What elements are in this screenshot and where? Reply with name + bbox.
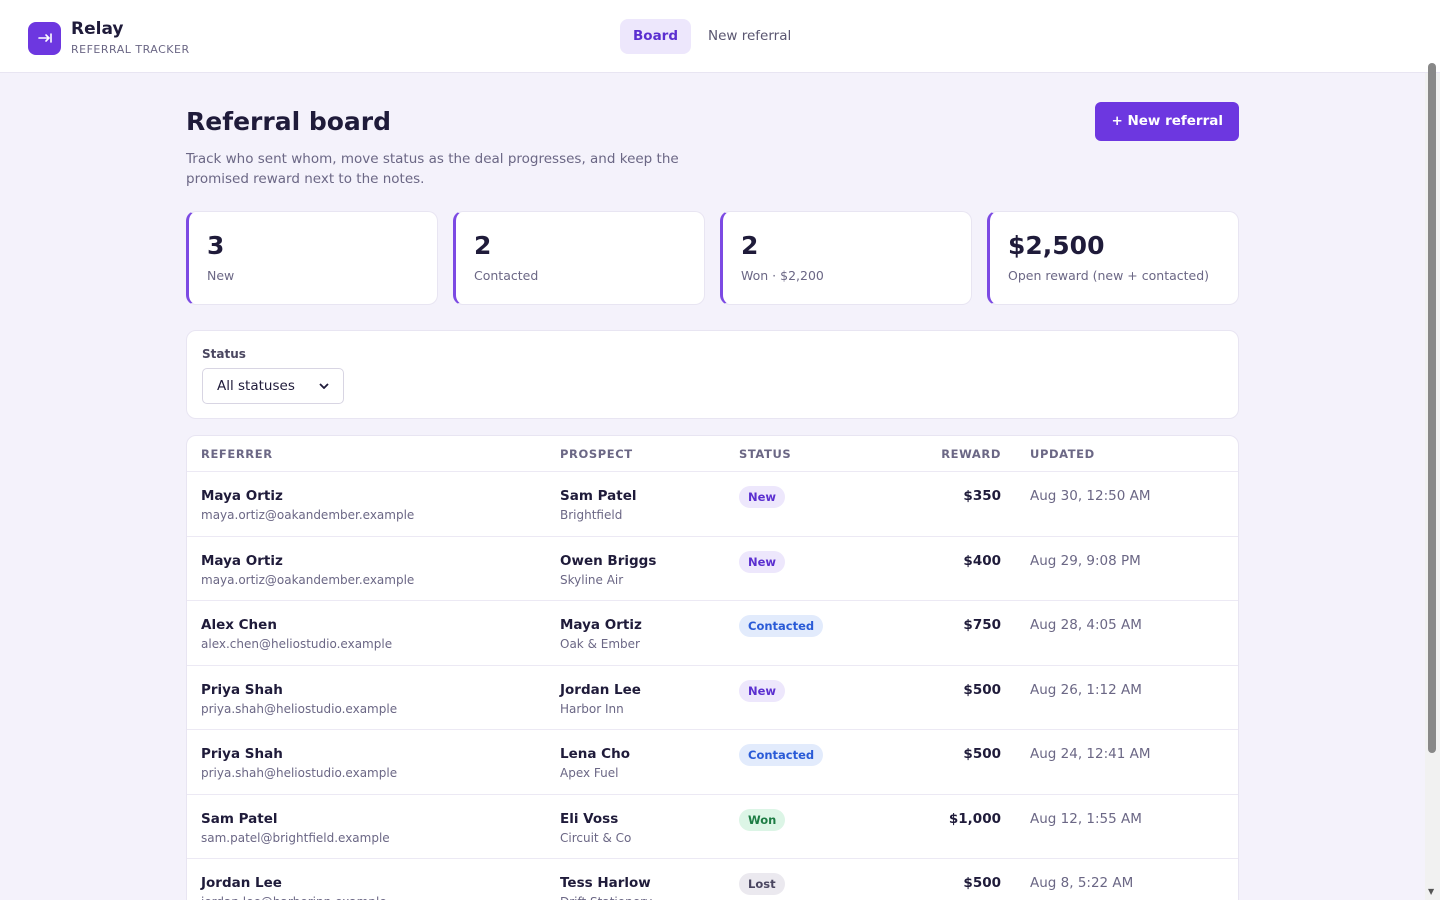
col-status[interactable]: STATUS <box>739 447 792 461</box>
referrer-name: Jordan Lee <box>201 875 282 891</box>
stat-card-new: 3 New <box>186 211 438 305</box>
new-referral-button[interactable]: + New referral <box>1095 102 1239 141</box>
table-row[interactable]: Alex Chen alex.chen@heliostudio.example Ma… <box>187 601 1238 666</box>
col-reward[interactable]: REWARD <box>941 447 1001 461</box>
prospect-name: Owen Briggs <box>560 552 657 569</box>
referrer-email: priya.shah@heliostudio.example <box>201 766 398 780</box>
page-scrollbar[interactable]: ▼ <box>1425 63 1440 900</box>
prospect-name: Tess Harlow <box>560 875 651 891</box>
reward-amount: $350 <box>963 488 1001 504</box>
stat-value: 3 <box>207 231 225 260</box>
updated-time: Aug 8, 5:22 AM <box>1030 875 1134 891</box>
prospect-name: Maya Ortiz <box>560 617 642 633</box>
referrer-email: sam.patel@brightfield.example <box>201 830 390 845</box>
referrer-email: alex.chen@heliostudio.example <box>201 637 393 651</box>
updated-time: Aug 12, 1:55 AM <box>1030 810 1142 827</box>
table-body: Maya Ortiz maya.ortiz@oakandember.example… <box>187 472 1238 900</box>
status-badge[interactable]: Contacted <box>739 744 824 766</box>
status-badge[interactable]: New <box>739 550 786 573</box>
status-badge[interactable]: Lost <box>739 873 785 895</box>
prospect-name: Sam Patel <box>560 488 637 504</box>
col-updated[interactable]: UPDATED <box>1030 447 1095 461</box>
prospect-company: Brightfield <box>560 508 623 522</box>
referrer-name: Priya Shah <box>201 681 283 698</box>
prospect-company: Oak & Ember <box>560 637 640 651</box>
referrer-name: Maya Ortiz <box>201 552 283 569</box>
tab-new-referral[interactable]: New referral <box>708 28 792 44</box>
reward-amount: $750 <box>963 617 1001 633</box>
stat-label: Open reward (new + contacted) <box>1008 268 1210 283</box>
col-referrer[interactable]: REFERRER <box>201 447 273 461</box>
stat-card-contacted: 2 Contacted <box>453 211 705 305</box>
prospect-company: Apex Fuel <box>560 766 619 780</box>
referrals-table: REFERRER PROSPECT STATUS REWARD UPDATED … <box>186 435 1239 900</box>
stat-label: Won · $2,200 <box>741 268 824 283</box>
reward-amount: $400 <box>963 552 1001 569</box>
referrer-name: Priya Shah <box>201 746 283 762</box>
prospect-company: Drift Stationery <box>560 895 652 900</box>
reward-amount: $1,000 <box>948 810 1001 827</box>
tab-board[interactable]: Board <box>620 19 691 54</box>
prospect-name: Jordan Lee <box>560 681 641 698</box>
scroll-down-icon[interactable]: ▼ <box>1428 887 1435 896</box>
filter-panel: Status All statuses <box>186 330 1239 419</box>
col-prospect[interactable]: PROSPECT <box>560 447 633 461</box>
prospect-name: Eli Voss <box>560 810 619 827</box>
reward-amount: $500 <box>963 746 1001 762</box>
brand-subtitle: REFERRAL TRACKER <box>71 43 190 56</box>
status-filter-value: All statuses <box>217 378 295 394</box>
table-row[interactable]: Jordan Lee jordan.lee@harborinn.example Te… <box>187 859 1238 900</box>
table-row[interactable]: Priya Shah priya.shah@heliostudio.example… <box>187 666 1238 730</box>
table-row[interactable]: Maya Ortiz maya.ortiz@oakandember.example… <box>187 537 1238 601</box>
status-filter-label: Status <box>202 347 246 361</box>
reward-amount: $500 <box>963 875 1001 891</box>
referrer-name: Alex Chen <box>201 617 277 633</box>
referrer-email: jordan.lee@harborinn.example <box>201 895 387 900</box>
updated-time: Aug 30, 12:50 AM <box>1030 488 1151 504</box>
referrer-email: maya.ortiz@oakandember.example <box>201 508 415 522</box>
reward-amount: $500 <box>963 681 1001 698</box>
referrer-email: maya.ortiz@oakandember.example <box>201 572 415 587</box>
stat-card-won: 2 Won · $2,200 <box>720 211 972 305</box>
prospect-company: Skyline Air <box>560 572 624 587</box>
stat-value: $2,500 <box>1008 231 1105 260</box>
scroll-thumb[interactable] <box>1428 63 1436 753</box>
table-header: REFERRER PROSPECT STATUS REWARD UPDATED <box>187 436 1238 472</box>
status-badge[interactable]: New <box>739 486 786 508</box>
status-filter-select[interactable]: All statuses <box>202 368 344 404</box>
stat-value: 2 <box>474 231 492 260</box>
referrer-name: Sam Patel <box>201 810 278 827</box>
arrow-right-icon <box>28 21 61 55</box>
chevron-down-icon <box>319 381 329 392</box>
table-row[interactable]: Maya Ortiz maya.ortiz@oakandember.example… <box>187 472 1238 537</box>
stat-card-open-reward: $2,500 Open reward (new + contacted) <box>987 211 1239 305</box>
table-row[interactable]: Priya Shah priya.shah@heliostudio.example… <box>187 730 1238 795</box>
updated-time: Aug 24, 12:41 AM <box>1030 746 1151 762</box>
stats-row: 3 New 2 Contacted 2 Won · $2,200 $2,500 … <box>186 211 1239 305</box>
table-row[interactable]: Sam Patel sam.patel@brightfield.example El… <box>187 795 1238 859</box>
status-badge[interactable]: Won <box>739 808 786 831</box>
stat-label: Contacted <box>474 268 539 283</box>
page-title: Referral board <box>186 107 392 136</box>
top-bar: Relay REFERRAL TRACKER Board New referra… <box>0 0 1440 73</box>
referrer-name: Maya Ortiz <box>201 488 283 504</box>
referrer-email: priya.shah@heliostudio.example <box>201 701 398 716</box>
brand-name: Relay <box>71 19 124 39</box>
main-nav: Board New referral <box>620 19 808 54</box>
stat-value: 2 <box>741 231 759 260</box>
updated-time: Aug 26, 1:12 AM <box>1030 681 1142 698</box>
brand[interactable]: Relay REFERRAL TRACKER <box>28 20 190 56</box>
updated-time: Aug 28, 4:05 AM <box>1030 617 1142 633</box>
status-badge[interactable]: New <box>739 679 786 702</box>
updated-time: Aug 29, 9:08 PM <box>1030 552 1141 569</box>
prospect-name: Lena Cho <box>560 746 630 762</box>
prospect-company: Harbor Inn <box>560 701 624 716</box>
page-description: Track who sent whom, move status as the … <box>186 151 679 187</box>
stat-label: New <box>207 268 235 283</box>
status-badge[interactable]: Contacted <box>739 615 824 637</box>
prospect-company: Circuit & Co <box>560 830 632 845</box>
